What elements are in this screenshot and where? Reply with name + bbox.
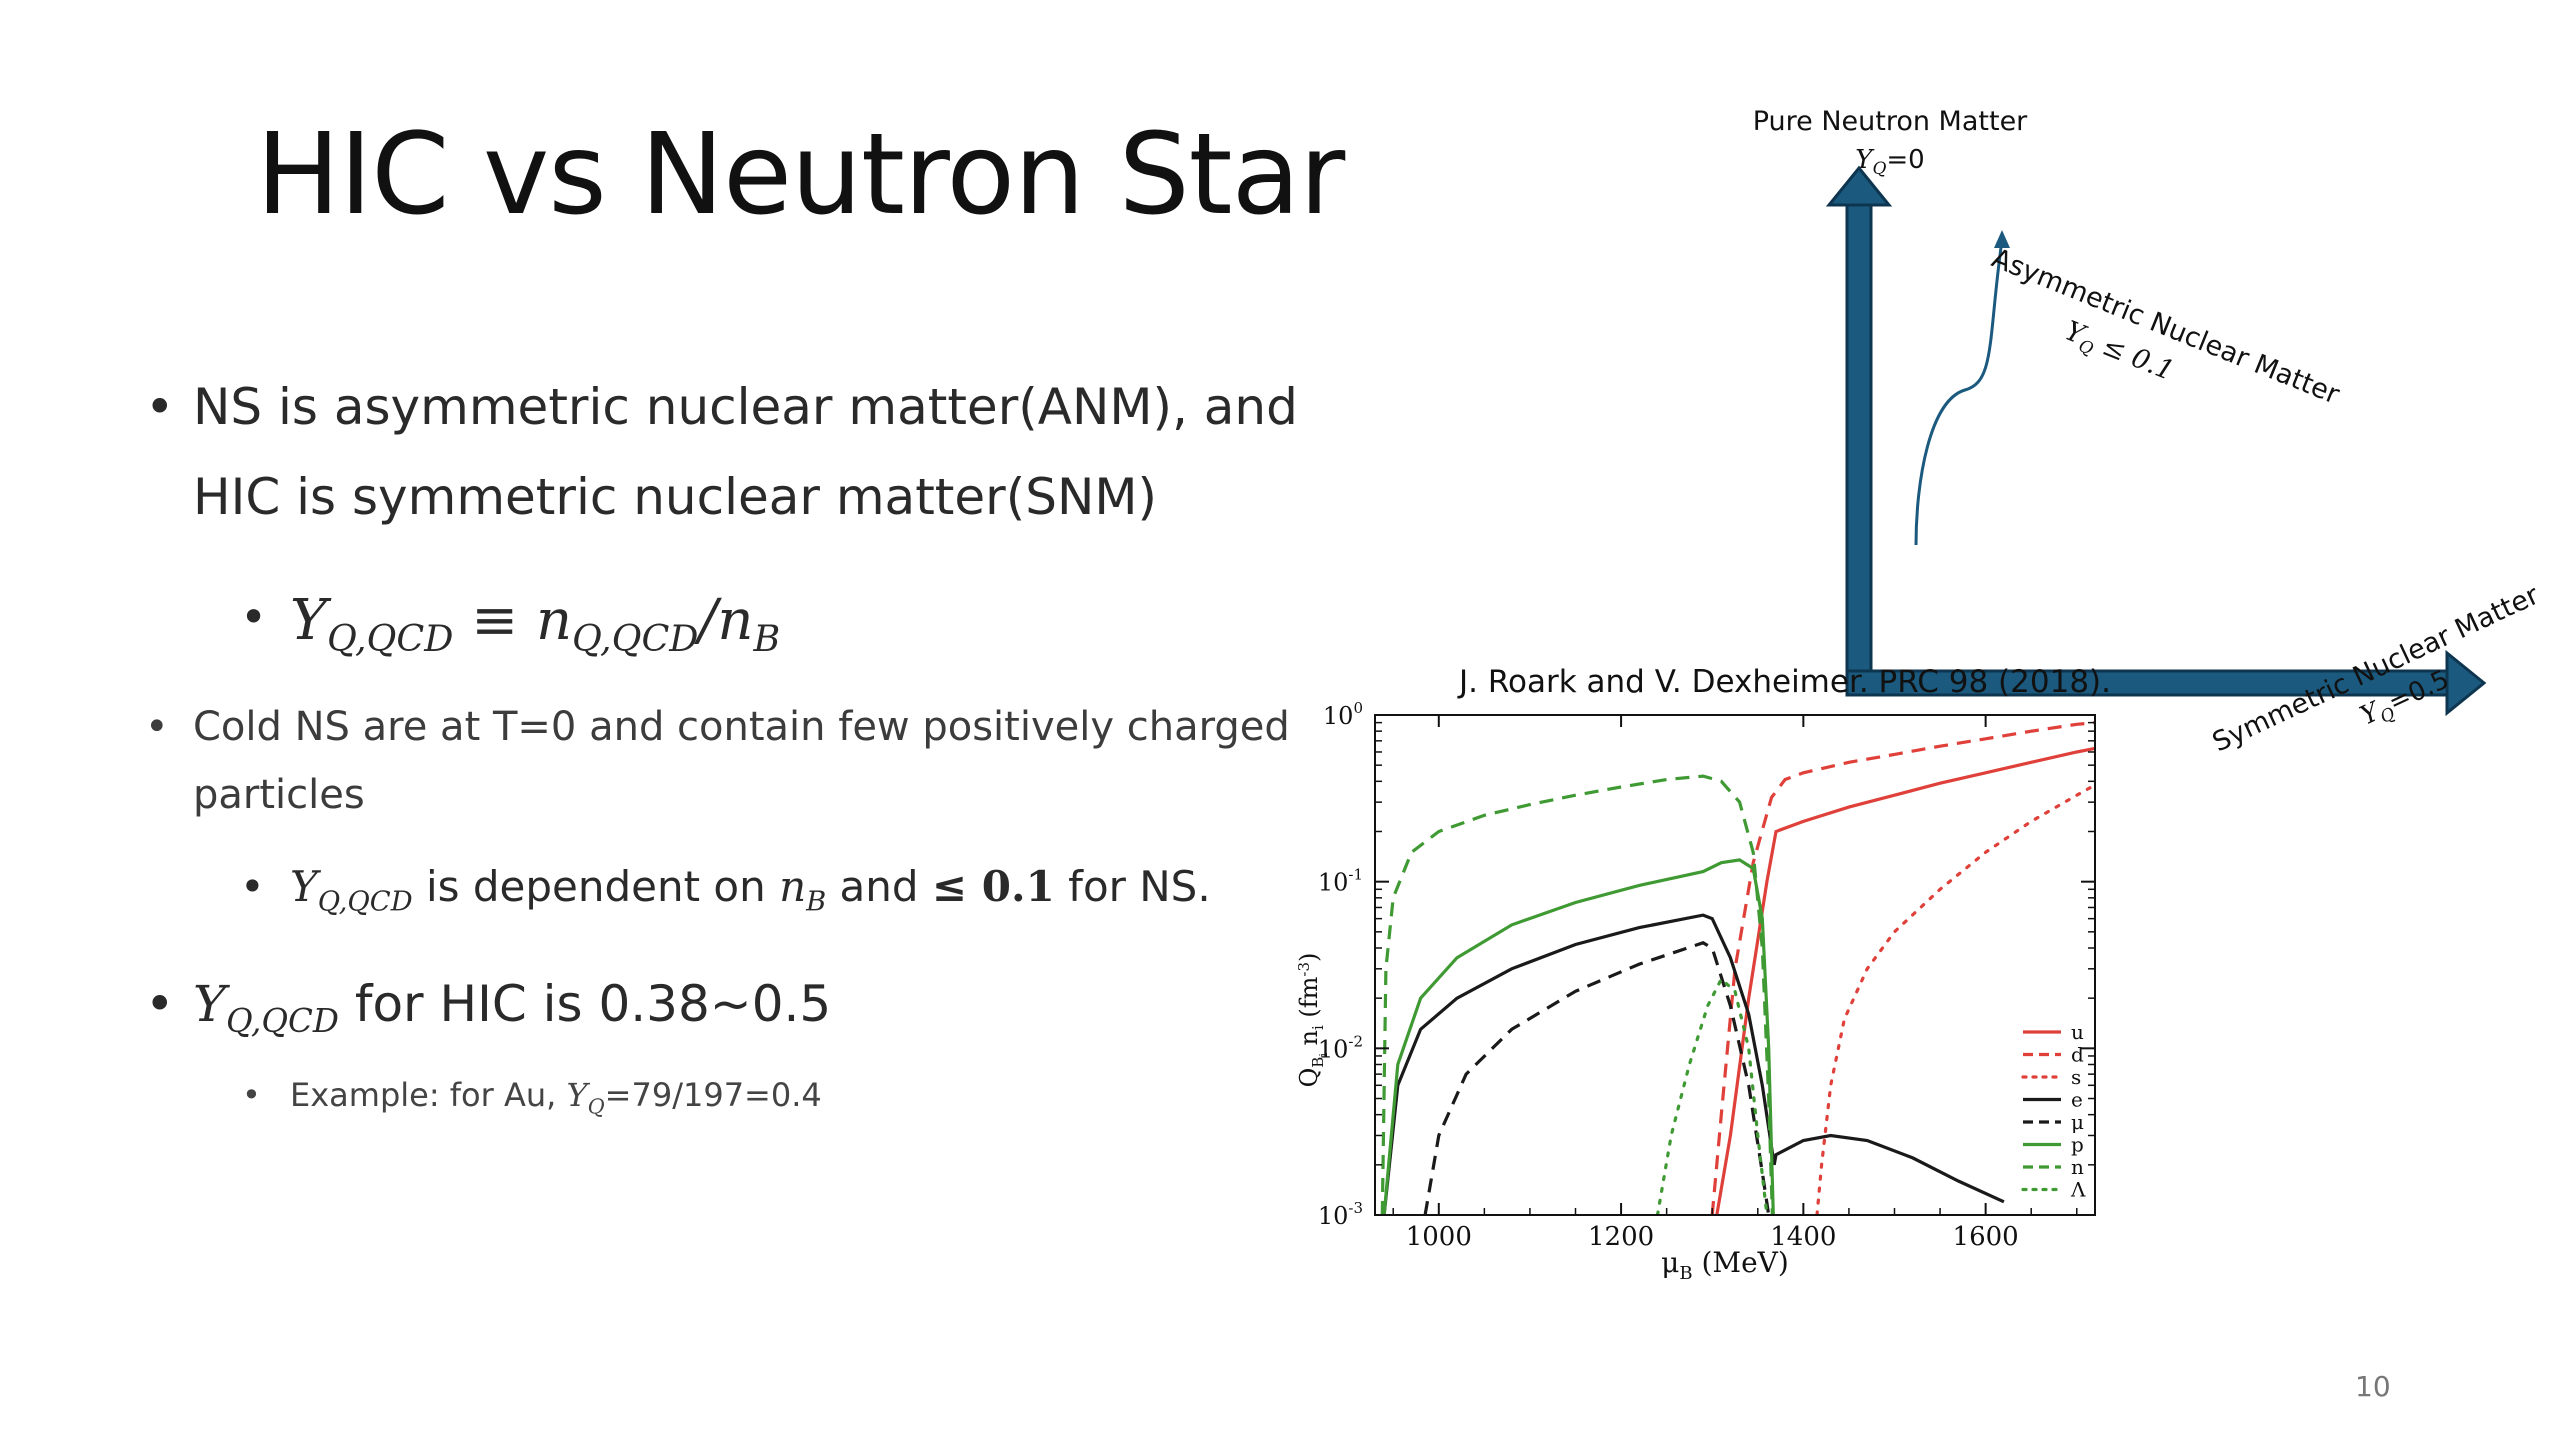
vertical-axis-arrow [1825, 165, 1893, 697]
legend-label: s [2071, 1065, 2081, 1089]
series-line-u [1715, 746, 2095, 1215]
y-tick-label: 10-2 [1318, 1032, 1363, 1063]
plot-area [1380, 721, 2095, 1215]
y-tick-label: 10-3 [1318, 1199, 1363, 1230]
sub-bullet-text: YQ,QCD is dependent on nB and ≤ 0.1 for … [290, 862, 1211, 918]
legend-label: d [2071, 1043, 2084, 1067]
asymmetric-matter-trajectory [1914, 239, 2004, 546]
bullet-dot: • [145, 975, 175, 1033]
series-line-μ [1423, 941, 1771, 1215]
horizontal-axis-arrow [1845, 649, 2487, 717]
slide-title: HIC vs Neutron Star [256, 110, 1345, 240]
legend-label: u [2071, 1020, 2084, 1044]
legend-label: μ [2071, 1110, 2084, 1134]
y-tick-label: 10-1 [1318, 866, 1363, 897]
chart-title: J. Roark and V. Dexheimer. PRC 98 (2018)… [1457, 664, 2111, 700]
x-tick-label: 1600 [1953, 1222, 2019, 1252]
plot-frame [1374, 714, 2096, 1216]
asymmetric-label-group: Asymmetric Nuclear Matter YQ ≤ 0.1 [1987, 243, 2344, 411]
x-axis-label: μB (MeV) [1661, 1246, 1789, 1284]
legend-label: p [2071, 1133, 2084, 1157]
composition-diagram: Pure Neutron Matter YQ=0 Asymmetric Nucl… [1753, 106, 2545, 758]
series-line-n [1380, 774, 1774, 1215]
bullet-text: NS is asymmetric nuclear matter(ANM), an… [193, 378, 1298, 436]
legend-label: n [2071, 1155, 2084, 1179]
y-axis-label: QBi ni (fm-3) [1295, 953, 1330, 1088]
legend-label: e [2071, 1088, 2083, 1112]
series-line-e [1382, 913, 2005, 1215]
series-line-p [1382, 858, 1775, 1215]
equation: YQ,QCD ≡ nQ,QCD/nB [290, 588, 781, 661]
bullet-text: YQ,QCD for HIC is 0.38~0.5 [193, 975, 832, 1040]
bullet-dot: • [145, 704, 169, 750]
series-line-s [1815, 783, 2095, 1215]
x-tick-label: 1000 [1406, 1222, 1472, 1252]
page-number: 10 [2355, 1370, 2391, 1403]
bullet-dot: • [240, 590, 268, 644]
symmetric-nuclear-matter-label: Symmetric Nuclear Matter [2208, 579, 2545, 758]
bullet-text: particles [193, 772, 365, 818]
y-tick-label: 100 [1323, 699, 1363, 730]
pure-neutron-matter-label: Pure Neutron Matter [1753, 106, 2028, 137]
svg-text:QBi ni (fm-3): QBi ni (fm-3) [1295, 953, 1330, 1088]
chart-axes: 1000 1200 1400 1600 100 10-1 10-2 10-3 [1318, 699, 2096, 1252]
bullet-text: Cold NS are at T=0 and contain few posit… [193, 704, 1290, 750]
sub-bullet-text: Example: for Au, YQ=79/197=0.4 [290, 1076, 822, 1119]
x-tick-label: 1400 [1770, 1222, 1836, 1252]
bullet-dot: • [242, 1076, 261, 1114]
x-tick-label: 1200 [1588, 1222, 1654, 1252]
trajectory-arrowhead [1994, 230, 2010, 248]
bullet-text: HIC is symmetric nuclear matter(SNM) [193, 468, 1158, 526]
bullet-dot: • [240, 862, 265, 911]
bullet-dot: • [145, 378, 175, 436]
series-line-d [1710, 721, 2095, 1215]
particle-density-chart: J. Roark and V. Dexheimer. PRC 98 (2018)… [1295, 664, 2111, 1284]
legend-label: Λ [2070, 1178, 2086, 1202]
